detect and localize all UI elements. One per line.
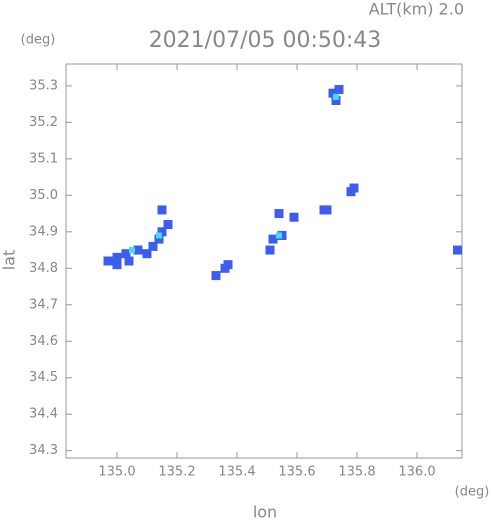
y-tick-label: 34.8: [29, 261, 58, 276]
y-tick-label: 34.7: [29, 297, 58, 312]
y-tick-label: 34.9: [29, 224, 58, 239]
x-tick-label: 135.0: [98, 465, 135, 480]
radar-echo: [157, 227, 167, 237]
radar-echo: [328, 88, 338, 98]
x-tick-label: 135.8: [338, 465, 375, 480]
plot-frame: [65, 63, 463, 459]
radar-echo: [276, 232, 282, 239]
x-tick-label: 136.0: [398, 465, 435, 480]
radar-echo: [211, 271, 221, 281]
radar-echo: [156, 232, 162, 239]
radar-echo: [322, 205, 332, 215]
radar-echo: [265, 245, 275, 255]
radar-echo: [223, 260, 233, 270]
subtitle: ALT(km) 2.0: [369, 0, 464, 19]
radar-echo: [349, 183, 359, 193]
radar-echo: [148, 241, 158, 251]
y-unit: (deg): [21, 33, 56, 48]
radar-echo: [331, 95, 341, 105]
y-tick-label: 34.4: [29, 407, 58, 422]
y-tick-label: 35.1: [29, 151, 58, 166]
radar-echo: [129, 247, 135, 254]
x-tick-label: 135.2: [158, 465, 195, 480]
y-tick-label: 34.3: [29, 443, 58, 458]
y-tick-label: 35.0: [29, 188, 58, 203]
y-tick-label: 34.6: [29, 334, 58, 349]
y-tick-label: 35.3: [29, 78, 58, 93]
y-axis-label: lat: [0, 250, 19, 271]
radar-echo: [268, 234, 278, 244]
chart-title: 2021/07/05 00:50:43: [149, 28, 382, 53]
radar-echo: [142, 249, 152, 259]
y-tick-label: 35.2: [29, 115, 58, 130]
x-tick-label: 135.6: [278, 465, 315, 480]
x-unit: (deg): [455, 485, 490, 500]
x-tick-label: 135.4: [218, 465, 255, 480]
radar-echo: [334, 85, 344, 95]
radar-echo: [112, 252, 122, 262]
radar-echo: [157, 205, 167, 215]
radar-echo: [453, 245, 462, 255]
radar-echo: [133, 245, 143, 255]
radar-echo: [112, 260, 122, 270]
radar-echo: [154, 234, 164, 244]
radar-echo: [103, 256, 113, 266]
radar-echo: [274, 209, 284, 219]
radar-echo: [121, 249, 131, 259]
radar-echo: [289, 212, 299, 222]
y-tick-label: 34.5: [29, 370, 58, 385]
x-axis-label: lon: [253, 503, 277, 521]
radar-echo: [163, 220, 173, 230]
radar-echo: [333, 93, 339, 100]
radar-echo: [124, 256, 134, 266]
